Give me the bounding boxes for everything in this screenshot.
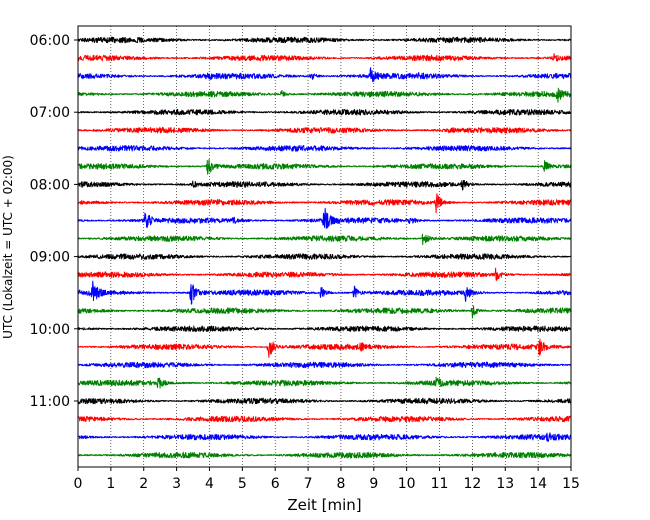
trace-line (77, 53, 572, 62)
x-tick-label: 4 (205, 476, 214, 492)
x-tick-label: 6 (271, 476, 280, 492)
y-axis-ticks: 06:00 07:00 08:00 09:00 10:00 11:00 (30, 33, 78, 410)
trace-line (77, 432, 572, 442)
trace-line (77, 36, 572, 44)
x-axis-ticks: 0 1 2 3 4 5 6 7 8 9 10 11 12 13 14 15 (74, 467, 580, 492)
y-tick-label: 09:00 (30, 250, 70, 266)
trace-line (77, 126, 572, 134)
trace-line (77, 233, 572, 246)
x-tick-label: 3 (172, 476, 181, 492)
trace-line (77, 338, 572, 358)
plot-frame (77, 25, 572, 468)
y-tick-label: 06:00 (30, 33, 70, 49)
x-tick-label: 14 (529, 476, 547, 492)
trace-line (77, 451, 572, 459)
x-tick-label: 9 (369, 476, 378, 492)
trace-line (77, 376, 572, 389)
x-tick-label: 7 (304, 476, 313, 492)
trace-line (77, 253, 572, 260)
trace-line (77, 415, 572, 423)
y-tick-label: 08:00 (30, 177, 70, 193)
trace-line (77, 193, 572, 214)
trace-line (77, 158, 572, 175)
trace-line (77, 305, 572, 319)
trace-layer (77, 36, 572, 459)
trace-line (77, 67, 572, 83)
trace-line (77, 207, 572, 229)
y-axis-label: UTC (Lokalzeit = UTC + 02:00) (1, 155, 15, 339)
x-tick-label: 8 (336, 476, 345, 492)
x-tick-label: 15 (562, 476, 580, 492)
plot-background (78, 26, 571, 467)
x-tick-label: 13 (496, 476, 514, 492)
x-axis-label: Zeit [min] (287, 496, 361, 514)
trace-line (77, 267, 572, 282)
trace-line (77, 361, 572, 369)
trace-line (77, 108, 572, 116)
trace-line (77, 144, 572, 152)
x-tick-label: 10 (398, 476, 416, 492)
trace-line (77, 179, 572, 191)
y-tick-label: 07:00 (30, 105, 70, 121)
x-tick-label: 2 (139, 476, 148, 492)
trace-line (77, 325, 572, 333)
x-tick-label: 5 (238, 476, 247, 492)
trace-line (77, 87, 572, 103)
y-tick-label: 11:00 (30, 394, 70, 410)
y-tick-label: 10:00 (30, 322, 70, 338)
trace-line (77, 280, 572, 305)
x-tick-label: 0 (74, 476, 83, 492)
x-tick-label: 12 (463, 476, 481, 492)
x-tick-label: 11 (431, 476, 449, 492)
trace-line (77, 397, 572, 405)
x-tick-label: 1 (106, 476, 115, 492)
